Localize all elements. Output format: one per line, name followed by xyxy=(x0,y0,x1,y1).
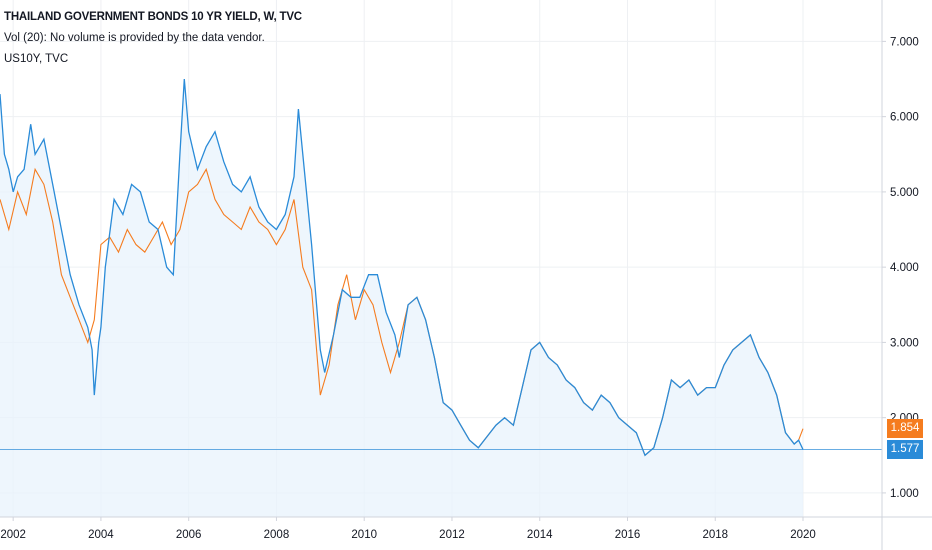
time-tick-label-9: 2020 xyxy=(790,529,816,541)
legend-main-symbol[interactable]: THAILAND GOVERNMENT BONDS 10 YR YIELD, W… xyxy=(4,11,302,23)
time-axis[interactable]: 2002 2004 2006 2008 2010 2012 2014 2016 2018 2020 xyxy=(0,517,816,541)
price-tick-label-6: 1.000 xyxy=(890,488,919,500)
time-tick-label-2: 2006 xyxy=(176,529,202,541)
price-tick-label-0: 7.000 xyxy=(890,36,919,48)
price-tick-label-3: 4.000 xyxy=(890,262,919,274)
price-tick-label-4: 3.000 xyxy=(890,337,919,349)
time-tick-label-1: 2004 xyxy=(88,529,114,541)
legend-compare-symbol[interactable]: US10Y, TVC xyxy=(4,53,69,65)
us10y-yield-line xyxy=(0,78,804,457)
legend-volume-note[interactable]: Vol (20): No volume is provided by the d… xyxy=(4,32,265,44)
time-tick-label-4: 2010 xyxy=(351,529,377,541)
us10y-area-fill xyxy=(0,79,803,517)
time-tick-label-8: 2018 xyxy=(702,529,728,541)
price-tick-label-2: 5.000 xyxy=(890,187,919,199)
us10y-last-price-badge: 1.577 xyxy=(887,439,923,459)
time-tick-label-0: 2002 xyxy=(0,529,26,541)
chart-legend: THAILAND GOVERNMENT BONDS 10 YR YIELD, W… xyxy=(4,7,302,70)
time-tick-label-5: 2012 xyxy=(439,529,465,541)
time-tick-label-3: 2008 xyxy=(264,529,290,541)
time-tick-label-7: 2016 xyxy=(615,529,641,541)
thai-last-price-badge: 1.854 xyxy=(887,419,923,439)
time-tick-label-6: 2014 xyxy=(527,529,553,541)
price-tick-label-1: 6.000 xyxy=(890,112,919,124)
